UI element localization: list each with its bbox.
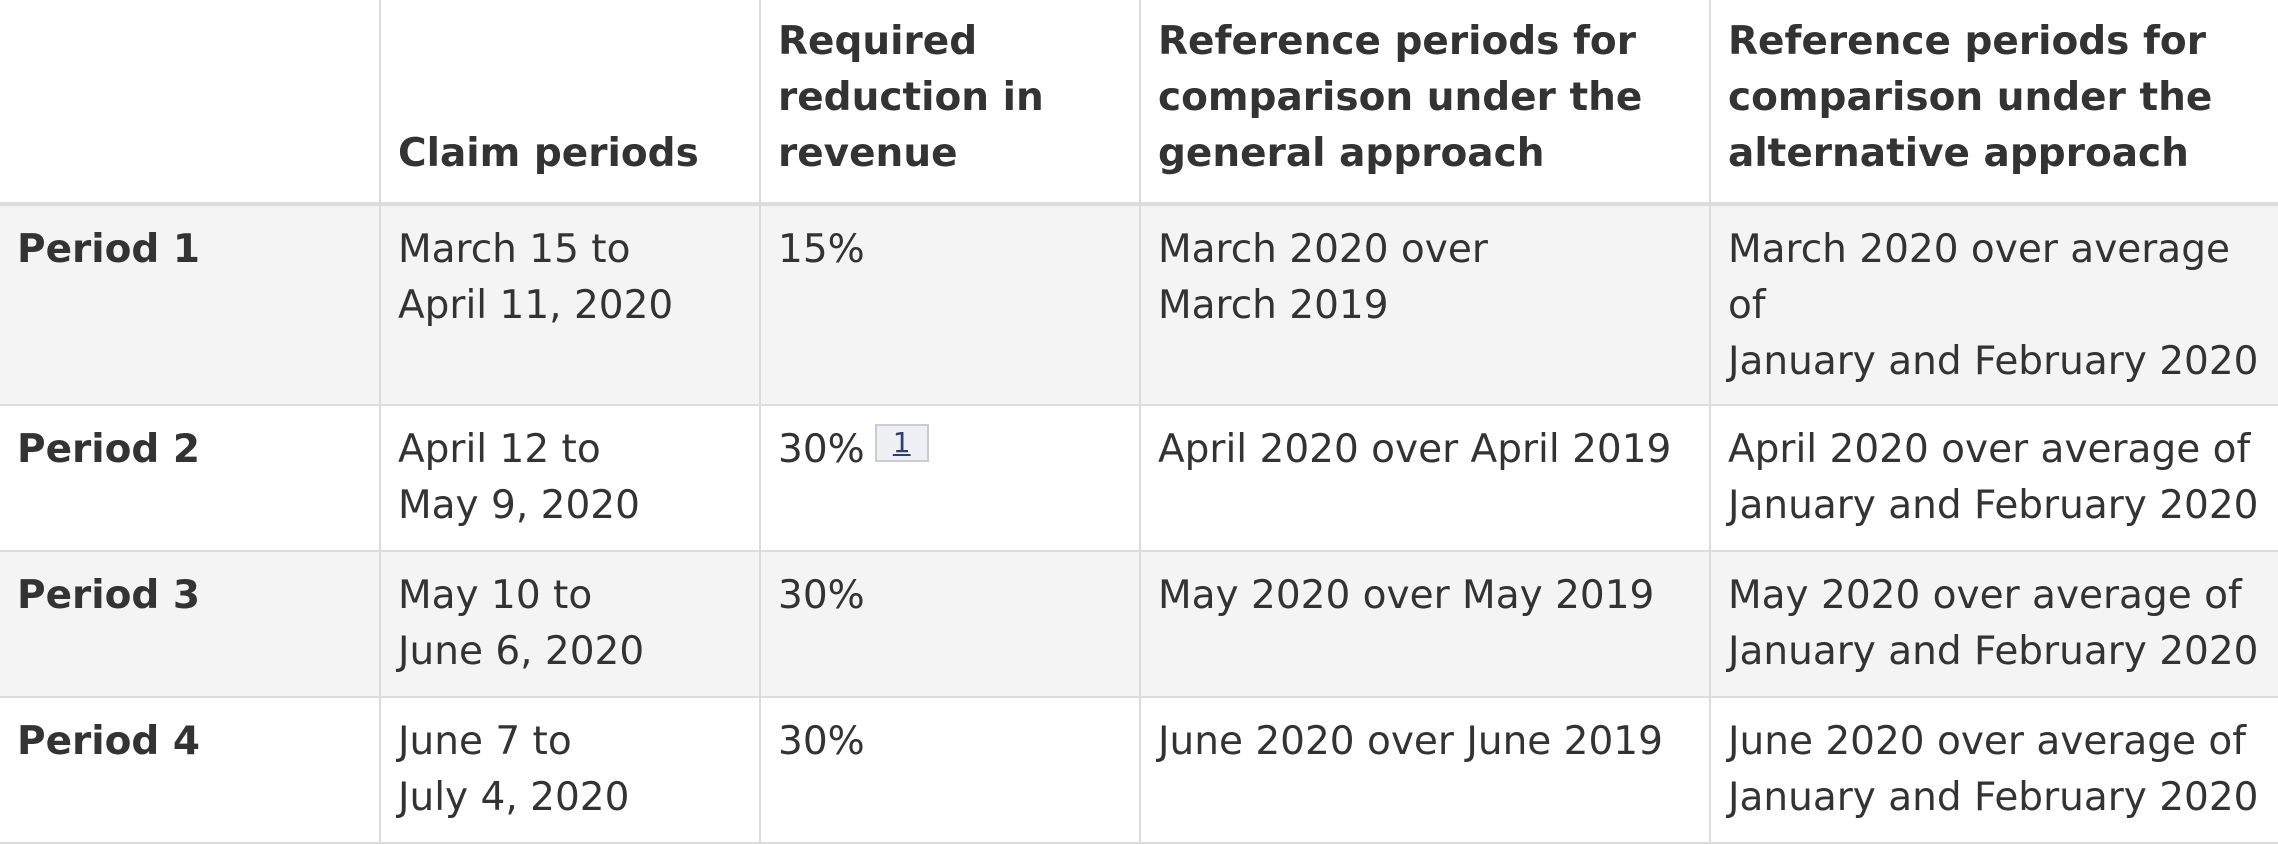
- claim-period-start: April 12 to: [398, 427, 601, 472]
- alternative-approach-line: June 2020 over average of: [1728, 719, 2246, 764]
- period-label: Period 4: [0, 697, 380, 844]
- general-approach-cell: March 2020 over March 2019: [1139, 204, 1710, 406]
- period-label: Period 3: [0, 551, 380, 698]
- claim-period-cell: May 10 to June 6, 2020: [379, 551, 760, 698]
- period-label: Period 2: [0, 405, 380, 552]
- alternative-approach-line: March 2020 over average of: [1728, 227, 2230, 328]
- claim-period-cell: March 15 to April 11, 2020: [379, 204, 760, 406]
- claim-period-start: May 10 to: [398, 573, 593, 618]
- alternative-approach-cell: April 2020 over average of January and F…: [1709, 405, 2278, 552]
- table-row: Period 4 June 7 to July 4, 2020 30% June…: [0, 697, 2278, 844]
- reduction-cell: 15%: [759, 204, 1140, 406]
- alternative-approach-cell: March 2020 over average of January and F…: [1709, 204, 2278, 406]
- claim-period-start: March 15 to: [398, 227, 631, 272]
- general-approach-line: May 2020 over May 2019: [1158, 573, 1655, 618]
- header-general-approach: Reference periods for comparison under t…: [1139, 0, 1710, 206]
- reduction-cell: 30% 1: [759, 405, 1140, 552]
- header-claim-periods: Claim periods: [379, 0, 760, 206]
- general-approach-line: March 2020 over: [1158, 227, 1488, 272]
- claim-period-end: May 9, 2020: [398, 483, 640, 528]
- header-alternative-approach: Reference periods for comparison under t…: [1709, 0, 2278, 206]
- footnote-link[interactable]: 1: [874, 424, 929, 462]
- claim-period-cell: June 7 to July 4, 2020: [379, 697, 760, 844]
- general-approach-line: June 2020 over June 2019: [1158, 719, 1663, 764]
- reduction-value: 15%: [778, 227, 865, 272]
- reduction-value: 30%: [778, 719, 865, 764]
- general-approach-cell: May 2020 over May 2019: [1139, 551, 1710, 698]
- reduction-cell: 30%: [759, 551, 1140, 698]
- claim-period-end: July 4, 2020: [398, 775, 630, 820]
- alternative-approach-line: January and February 2020: [1728, 339, 2259, 384]
- general-approach-line: April 2020 over April 2019: [1158, 427, 1672, 472]
- table-header-row: Claim periods Required reduction in reve…: [0, 0, 2278, 206]
- reduction-cell: 30%: [759, 697, 1140, 844]
- general-approach-cell: April 2020 over April 2019: [1139, 405, 1710, 552]
- claim-period-end: April 11, 2020: [398, 283, 674, 328]
- general-approach-line: March 2019: [1158, 283, 1389, 328]
- alternative-approach-cell: June 2020 over average of January and Fe…: [1709, 697, 2278, 844]
- alternative-approach-cell: May 2020 over average of January and Feb…: [1709, 551, 2278, 698]
- alternative-approach-line: April 2020 over average of: [1728, 427, 2251, 472]
- period-label: Period 1: [0, 204, 380, 406]
- header-empty: [0, 0, 380, 206]
- table-row: Period 2 April 12 to May 9, 2020 30% 1 Ap…: [0, 405, 2278, 552]
- alternative-approach-line: January and February 2020: [1728, 629, 2259, 674]
- alternative-approach-line: May 2020 over average of: [1728, 573, 2242, 618]
- reduction-value: 30%: [778, 573, 865, 618]
- reduction-value: 30%: [778, 427, 865, 472]
- claim-period-start: June 7 to: [398, 719, 572, 764]
- table-row: Period 1 March 15 to April 11, 2020 15% …: [0, 204, 2278, 406]
- alternative-approach-line: January and February 2020: [1728, 775, 2259, 820]
- claim-period-end: June 6, 2020: [398, 629, 645, 674]
- alternative-approach-line: January and February 2020: [1728, 483, 2259, 528]
- general-approach-cell: June 2020 over June 2019: [1139, 697, 1710, 844]
- header-required-reduction: Required reduction in revenue: [759, 0, 1140, 206]
- table-row: Period 3 May 10 to June 6, 2020 30% May …: [0, 551, 2278, 698]
- claim-period-cell: April 12 to May 9, 2020: [379, 405, 760, 552]
